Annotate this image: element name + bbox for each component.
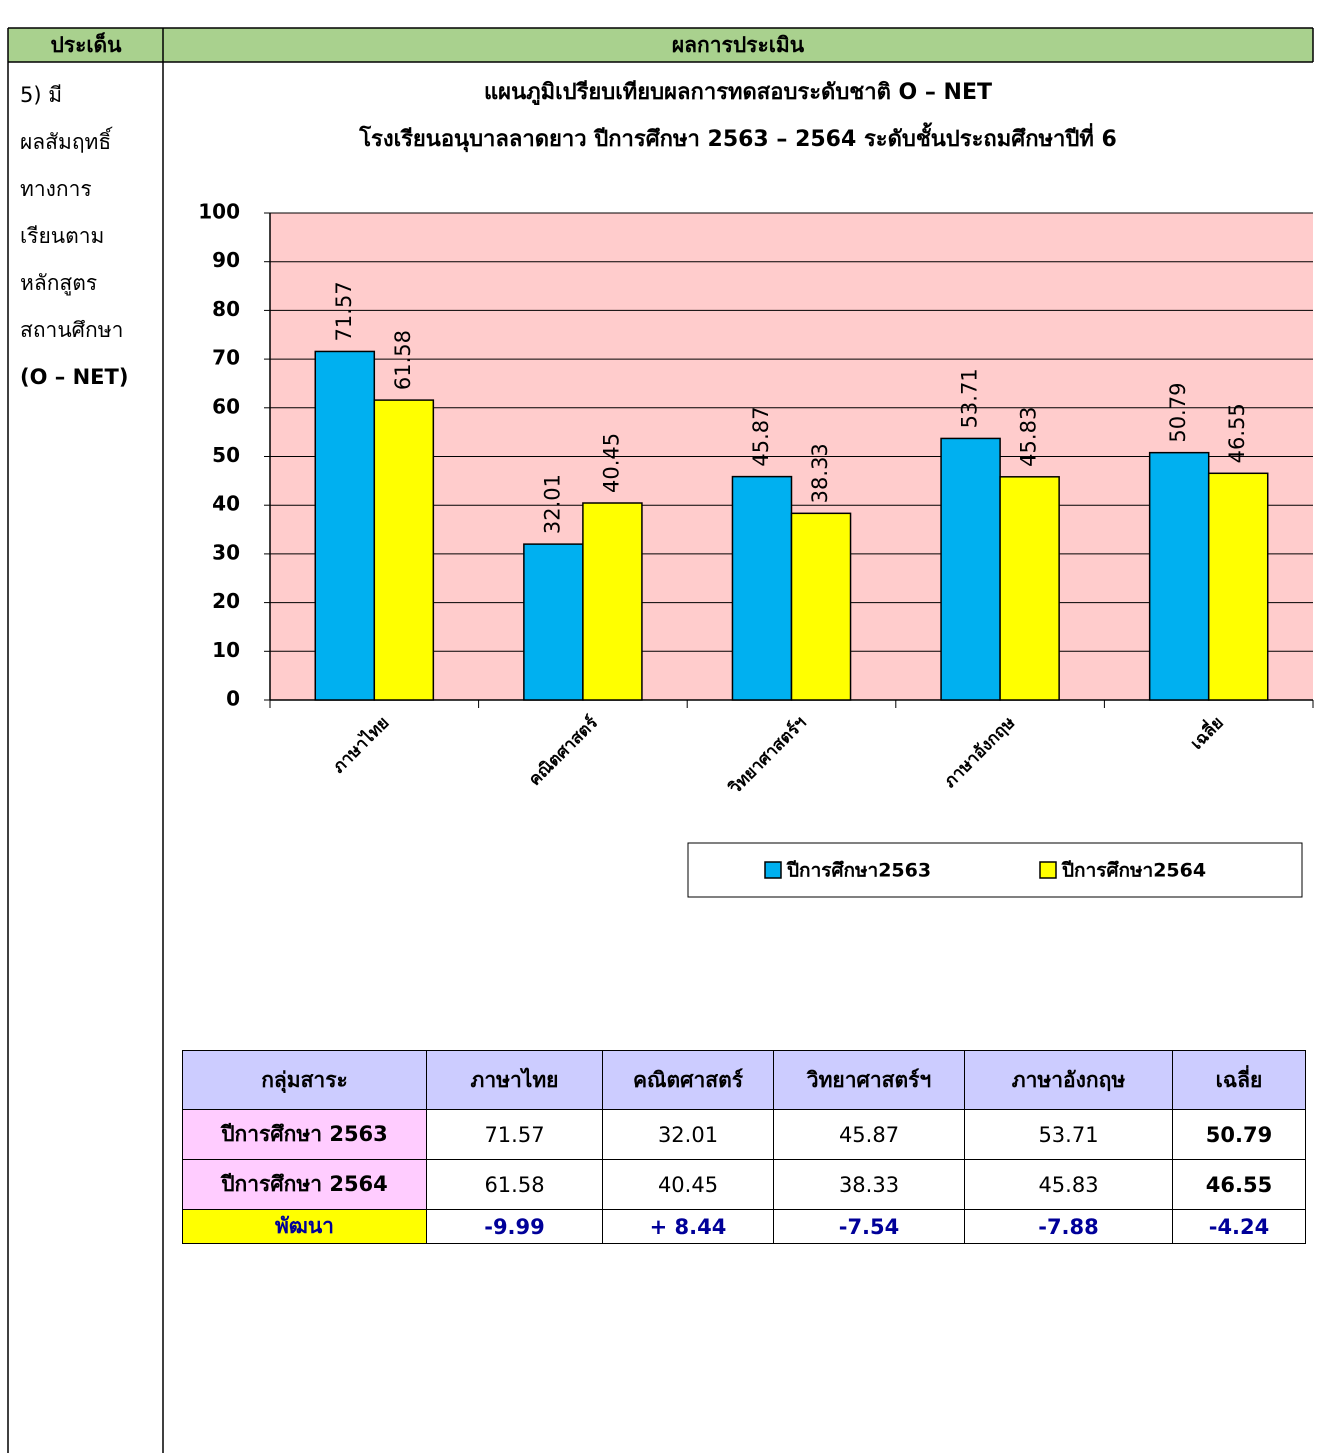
x-tick-label: ภาษาไทย	[328, 712, 393, 777]
table-header-cell: กลุ่มสาระ	[182, 1050, 427, 1110]
data-label: 32.01	[540, 474, 564, 534]
x-tick-label: เฉลี่ย	[1185, 711, 1228, 754]
bar	[1207, 472, 1269, 701]
data-label: 45.87	[749, 406, 773, 466]
table-header-cell: เฉลี่ย	[1172, 1050, 1306, 1110]
bar	[731, 475, 793, 701]
issue-line: ทางการ	[20, 177, 92, 201]
legend-label: ปีการศึกษา2564	[1061, 860, 1206, 882]
data-label: 45.83	[1017, 407, 1041, 467]
table-header-row: กลุ่มสาระ ภาษาไทย คณิตศาสตร์ วิทยาศาสตร์ฯ ภา…	[182, 1050, 1306, 1110]
x-tick-label: วิทยาศาสตร์ฯ	[724, 712, 810, 798]
legend-swatch	[1039, 861, 1057, 879]
bar	[373, 399, 435, 701]
table-cell: -7.88	[964, 1209, 1173, 1244]
data-label: 46.55	[1225, 403, 1249, 463]
table-cell: 38.33	[773, 1159, 965, 1210]
data-label: 38.33	[808, 443, 832, 503]
y-tick-label: 10	[212, 638, 240, 662]
bar	[314, 350, 376, 701]
x-tick-label: ภาษาอังกฤษ	[940, 713, 1019, 792]
y-tick-label: 60	[212, 394, 240, 418]
header-bg	[8, 28, 1313, 62]
chart-subtitle: โรงเรียนอนุบาลลาดยาว ปีการศึกษา 2563 – 2…	[358, 122, 1117, 153]
data-label: 53.71	[958, 368, 982, 428]
bar	[790, 512, 852, 701]
table-header-cell: ภาษาไทย	[426, 1050, 603, 1110]
table-cell: -9.99	[426, 1209, 603, 1244]
y-tick-label: 50	[212, 443, 240, 467]
table-row: พัฒนา -9.99 + 8.44 -7.54 -7.88 -4.24	[182, 1209, 1306, 1244]
y-tick-label: 30	[212, 540, 240, 564]
y-tick-label: 0	[226, 687, 240, 711]
score-table: กลุ่มสาระ ภาษาไทย คณิตศาสตร์ วิทยาศาสตร์ฯ ภา…	[182, 1050, 1306, 1244]
y-tick-label: 80	[212, 297, 240, 321]
table-cell: 40.45	[602, 1159, 774, 1210]
bar	[523, 543, 584, 701]
table-cell: -4.24	[1172, 1209, 1306, 1244]
table-header-cell: ภาษาอังกฤษ	[964, 1050, 1173, 1110]
data-label: 50.79	[1166, 383, 1190, 443]
bar	[940, 437, 1001, 701]
table-cell: -7.54	[773, 1209, 965, 1244]
issue-line: (O – NET)	[20, 365, 129, 389]
header-cell: ผลการประเมิน	[672, 33, 805, 57]
y-tick-label: 20	[212, 589, 240, 613]
table-cell: 50.79	[1172, 1109, 1306, 1160]
data-label: 71.57	[332, 281, 356, 341]
table-cell: 45.83	[964, 1159, 1173, 1210]
legend-swatch	[764, 861, 782, 879]
table-cell: ปีการศึกษา 2563	[182, 1109, 427, 1160]
bar	[999, 476, 1060, 701]
table-cell: พัฒนา	[182, 1209, 427, 1244]
issue-line: ผลสัมฤทธิ์	[20, 130, 112, 154]
issue-text: 5) มีผลสัมฤทธิ์ทางการเรียนตามหลักสูตรสถา…	[20, 72, 128, 401]
bar	[582, 502, 643, 701]
data-label: 61.58	[391, 330, 415, 390]
y-tick-label: 90	[212, 248, 240, 272]
issue-line: หลักสูตร	[20, 271, 98, 295]
table-cell: + 8.44	[602, 1209, 774, 1244]
bar	[1148, 451, 1210, 701]
table-header-cell: วิทยาศาสตร์ฯ	[773, 1050, 965, 1110]
issue-line: สถานศึกษา	[20, 318, 124, 342]
table-cell: 71.57	[426, 1109, 603, 1160]
y-tick-label: 70	[212, 346, 240, 370]
table-row: ปีการศึกษา 2563 71.57 32.01 45.87 53.71 50.79	[182, 1109, 1306, 1160]
table-header-cell: คณิตศาสตร์	[602, 1050, 774, 1110]
data-label: 40.45	[599, 433, 623, 493]
table-cell: 45.87	[773, 1109, 965, 1160]
table-cell: 46.55	[1172, 1159, 1306, 1210]
y-tick-label: 100	[198, 200, 240, 224]
y-tick-label: 40	[212, 492, 240, 516]
issue-line: 5) มี	[20, 83, 63, 107]
table-cell: 32.01	[602, 1109, 774, 1160]
table-cell: 61.58	[426, 1159, 603, 1210]
issue-line: เรียนตาม	[20, 224, 105, 248]
legend-label: ปีการศึกษา2563	[786, 860, 931, 882]
legend-box	[687, 842, 1303, 898]
header-cell: ประเด็น	[50, 31, 122, 57]
x-tick-label: คณิตศาสตร์	[524, 712, 602, 790]
chart-title: แผนภูมิเปรียบเทียบผลการทดสอบระดับชาติ O …	[484, 80, 992, 106]
table-cell: ปีการศึกษา 2564	[182, 1159, 427, 1210]
table-cell: 53.71	[964, 1109, 1173, 1160]
table-row: ปีการศึกษา 2564 61.58 40.45 38.33 45.83 46.55	[182, 1159, 1306, 1210]
